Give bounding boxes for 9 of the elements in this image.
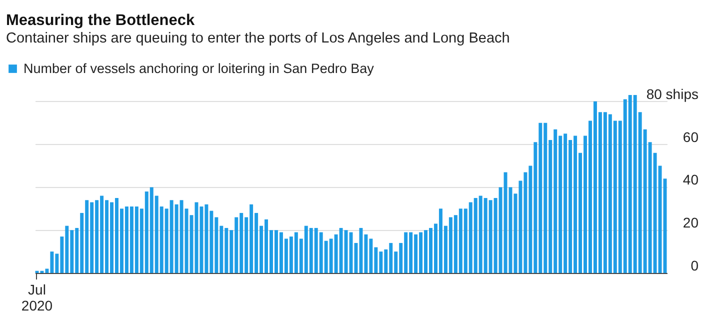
chart-subtitle: Container ships are queuing to enter the ports of Los Angeles and Long Beach [6, 30, 510, 46]
y-tick-label: 80 ships [646, 86, 698, 102]
chart-title: Measuring the Bottleneck [6, 12, 195, 29]
y-tick-label: 0 [690, 258, 699, 274]
y-tick-label: 60 [682, 128, 699, 145]
legend-label: Number of vessels anchoring or loitering in San Pedro Bay [24, 60, 374, 76]
x-tick-label: Jul 2020 [21, 282, 53, 314]
y-tick-label: 20 [682, 214, 699, 231]
y-tick-label: 40 [682, 172, 699, 188]
